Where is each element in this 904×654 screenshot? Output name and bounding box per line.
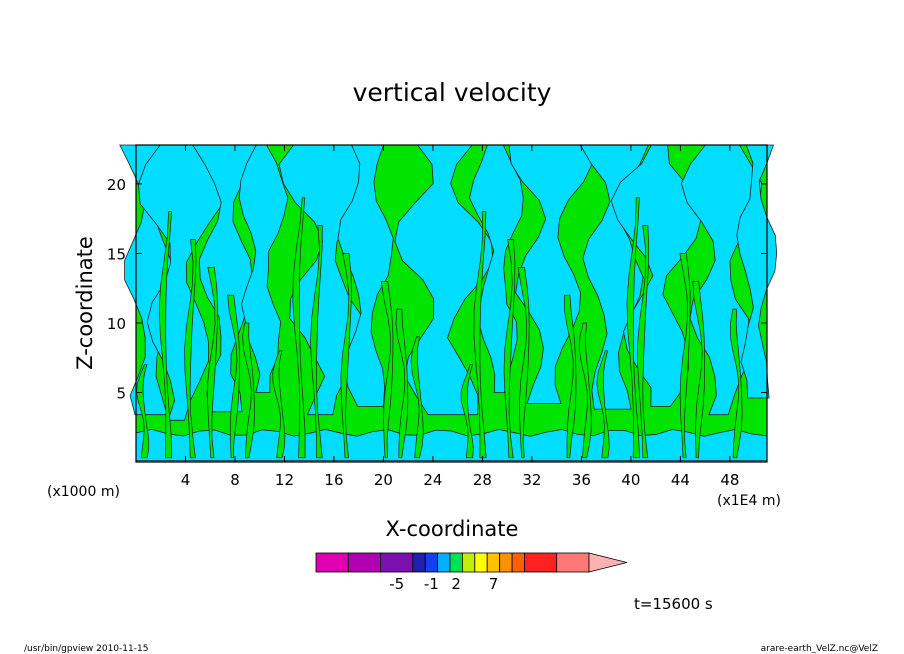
- plot-area: [119, 144, 778, 463]
- colorbar-swatch: [412, 552, 426, 573]
- updraft-filament: [310, 225, 323, 459]
- y-axis-label: Z-coordinate: [73, 236, 97, 370]
- x-tick-label: 16: [324, 471, 343, 489]
- colorbar-tick-label: 7: [489, 575, 499, 593]
- chart-title: vertical velocity: [353, 78, 552, 107]
- updraft-filament: [626, 197, 640, 459]
- colorbar-swatch: [347, 552, 381, 573]
- colorbar-swatch: [437, 552, 451, 573]
- y-tick-label: 5: [116, 384, 126, 402]
- updraft-filament: [729, 308, 743, 459]
- x-tick-label: 12: [275, 471, 294, 489]
- y-tick-label: 10: [107, 315, 126, 333]
- updraft-filament: [410, 336, 424, 459]
- colorbar-tick-label: -1: [424, 575, 439, 593]
- footer-left: /usr/bin/gpview 2010-11-15: [24, 644, 148, 654]
- colorbar-swatch: [474, 552, 488, 573]
- x-axis: 4 8 12 16 20 24 28 32 36 40 44 48: [181, 145, 739, 489]
- colorbar-swatch: [315, 552, 349, 573]
- colorbar-swatch: [449, 552, 463, 573]
- plot-frame: [135, 144, 768, 463]
- colorbar-swatch: [380, 552, 414, 573]
- field-contours: [119, 144, 778, 462]
- colorbar-tick-label: 2: [451, 575, 461, 593]
- updraft-filament: [679, 253, 691, 459]
- updraft-filament: [637, 225, 650, 459]
- x-axis-label: X-coordinate: [386, 517, 519, 541]
- y-axis: 5 10 15 20: [107, 176, 767, 402]
- colorbar-labels: -5 -1 2 7: [389, 575, 498, 593]
- colorbar-swatch: [499, 552, 513, 573]
- updraft-filament: [596, 350, 610, 459]
- updraft-filament: [340, 253, 352, 459]
- footer-right: arare-earth_VelZ.nc@VelZ: [761, 644, 878, 654]
- colorbar-extend-arrow: [588, 552, 628, 573]
- colorbar-tick-label: -5: [389, 575, 404, 593]
- colorbar: [315, 552, 628, 573]
- updraft-filament: [578, 322, 592, 459]
- x-tick-label: 4: [181, 471, 191, 489]
- downdraft-region: [736, 144, 778, 399]
- x-tick-label: 28: [473, 471, 492, 489]
- updraft-filament: [473, 211, 487, 459]
- x-unit-left: (x1000 m): [47, 484, 120, 500]
- x-tick-label: 24: [423, 471, 442, 489]
- updraft-filament: [272, 350, 286, 459]
- updraft-filament: [380, 280, 394, 459]
- updraft-filament: [227, 294, 240, 459]
- x-tick-label: 44: [671, 471, 690, 489]
- updraft-filament: [564, 294, 577, 459]
- x-tick-label: 48: [720, 471, 739, 489]
- updraft-filament: [136, 364, 150, 459]
- colorbar-swatch: [556, 552, 590, 573]
- x-tick-label: 40: [621, 471, 640, 489]
- x-tick-label: 8: [230, 471, 240, 489]
- updraft-filament: [207, 267, 219, 459]
- updraft-filament: [184, 239, 197, 459]
- updraft-filament: [517, 267, 530, 459]
- updraft-filament: [158, 211, 173, 459]
- updraft-filament: [503, 239, 516, 459]
- colorbar-swatch: [511, 552, 525, 573]
- time-label: t=15600 s: [634, 595, 713, 613]
- colorbar-swatch: [461, 552, 476, 573]
- y-tick-label: 20: [107, 176, 126, 194]
- colorbar-swatch: [424, 552, 439, 573]
- updraft-filament: [292, 197, 306, 459]
- x-unit-right: (x1E4 m): [717, 493, 781, 509]
- updraft-filament: [395, 308, 409, 459]
- x-tick-label: 36: [572, 471, 591, 489]
- colorbar-swatch: [524, 552, 558, 573]
- updraft-filament: [692, 280, 705, 459]
- updraft-filament: [460, 364, 474, 459]
- x-tick-label: 32: [522, 471, 541, 489]
- x-tick-label: 20: [374, 471, 393, 489]
- colorbar-swatch: [486, 552, 501, 573]
- updraft-filament: [242, 322, 255, 459]
- y-tick-label: 15: [107, 245, 126, 263]
